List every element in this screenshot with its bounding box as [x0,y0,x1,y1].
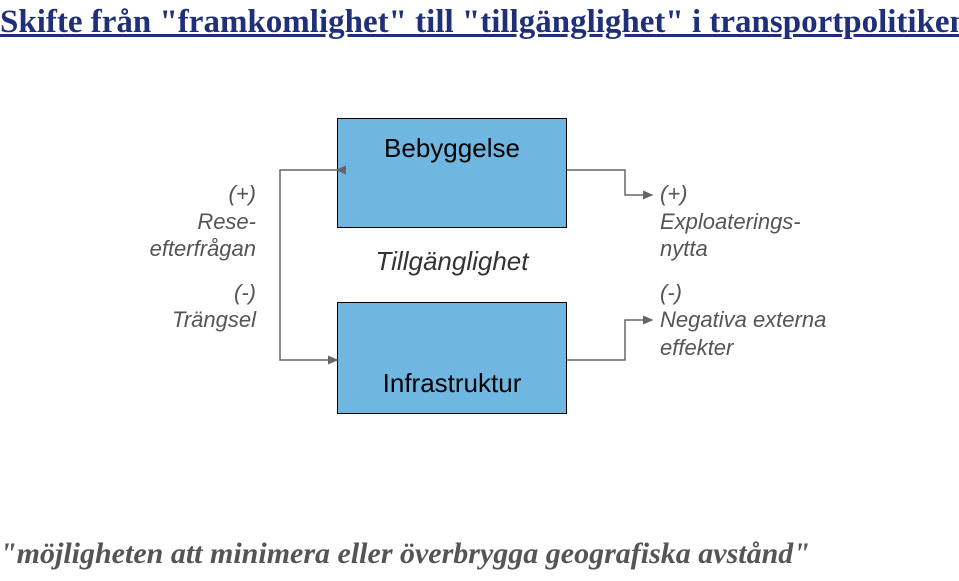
right-minus-line1: Negativa externa [660,306,900,334]
bebyggelse-label: Bebyggelse [384,133,520,164]
bebyggelse-box: Bebyggelse [337,118,567,228]
footer-quote: "möjligheten att minimera eller överbryg… [0,537,810,571]
right-annotations: (+) Exploaterings- nytta (-) Negativa ex… [660,180,900,361]
left-minus-sign: (-) [96,279,256,307]
right-minus-sign: (-) [660,279,900,307]
left-plus-sign: (+) [96,180,256,208]
slide-title: Skifte från "framkomlighet" till "tillgä… [0,4,959,41]
infrastruktur-label: Infrastruktur [383,368,522,399]
left-minus-label: Trängsel [96,306,256,334]
right-plus-line1: Exploaterings- [660,208,900,236]
right-plus-sign: (+) [660,180,900,208]
tillganglighet-label: Tillgänglighet [337,246,567,277]
right-plus-line2: nytta [660,235,900,263]
infrastruktur-box: Infrastruktur [337,302,567,414]
left-plus-line1: Rese- [96,208,256,236]
left-annotations: (+) Rese- efterfrågan (-) Trängsel [96,180,256,334]
left-plus-line2: efterfrågan [96,235,256,263]
right-minus-line2: effekter [660,334,900,362]
